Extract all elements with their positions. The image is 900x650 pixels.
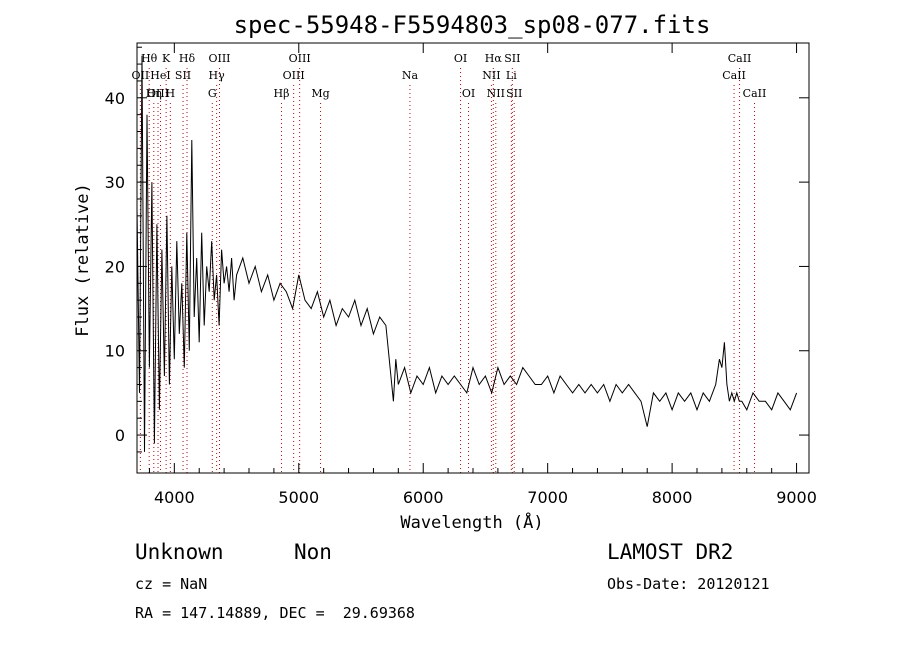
spectral-line-label: Hγ xyxy=(209,69,226,82)
coordinates-readout: RA = 147.14889, DEC = 29.69368 xyxy=(135,604,415,622)
spectrum-line xyxy=(136,55,798,452)
plot-frame xyxy=(136,42,810,474)
spectral-line-label: K xyxy=(162,52,171,65)
observation-date: Obs-Date: 20120121 xyxy=(607,575,770,593)
y-tick-label: 0 xyxy=(115,426,125,445)
x-tick-label: 6000 xyxy=(403,488,444,507)
spectral-line-label: OIII xyxy=(147,87,169,100)
spectral-line-label: OI xyxy=(454,52,467,65)
spectral-line-label: Hη xyxy=(146,87,162,100)
spectral-line-label: CaII xyxy=(728,52,752,65)
spectral-line-label: H xyxy=(166,87,176,100)
spectral-line-label: G xyxy=(208,87,217,100)
spectral-line-label: SII xyxy=(506,87,522,100)
spectral-line-label: NII xyxy=(487,87,505,100)
spectral-line-label: OIII xyxy=(289,52,311,65)
y-axis-ticks: 0 10 20 30 40 xyxy=(105,46,809,453)
y-tick-label: 40 xyxy=(105,89,125,108)
spectral-line-label: Hα xyxy=(485,52,503,65)
spectral-line-label: Hθ xyxy=(141,52,158,65)
object-subclass: Non xyxy=(294,540,332,564)
x-tick-label: 8000 xyxy=(652,488,693,507)
x-tick-label: 7000 xyxy=(527,488,568,507)
y-tick-label: 30 xyxy=(105,173,125,192)
spectral-line-label: Na xyxy=(402,69,419,82)
x-tick-label: 4000 xyxy=(154,488,195,507)
y-tick-label: 10 xyxy=(105,342,125,361)
spectral-line-label: SII xyxy=(175,69,191,82)
spectral-line-label: OIII xyxy=(208,52,230,65)
spectrum-series xyxy=(136,55,798,452)
spectral-line-label: OIII xyxy=(283,69,305,82)
spectral-line-label: Hβ xyxy=(274,87,290,100)
spectral-line-label: SII xyxy=(504,52,520,65)
x-axis-ticks: 4000 5000 6000 7000 8000 9000 xyxy=(148,43,817,507)
chart-title: spec-55948-F5594803_sp08-077.fits xyxy=(234,11,711,39)
spectral-line-label: OI xyxy=(462,87,475,100)
x-tick-label: 9000 xyxy=(776,488,817,507)
spectral-line-label: CaII xyxy=(743,87,767,100)
spectral-line-label: NII xyxy=(482,69,500,82)
y-axis-label: Flux (relative) xyxy=(73,183,93,337)
x-axis-label: Wavelength (Å) xyxy=(400,511,543,533)
spectral-line-label: Hδ xyxy=(179,52,196,65)
spectral-line-label: HeI xyxy=(150,69,170,82)
survey-name: LAMOST DR2 xyxy=(607,540,734,564)
object-class: Unknown xyxy=(135,540,224,564)
spectral-line-label: CaII xyxy=(722,69,746,82)
spectral-line-label: OII xyxy=(132,69,150,82)
redshift-readout: cz = NaN xyxy=(135,575,208,593)
x-tick-label: 5000 xyxy=(278,488,319,507)
spectral-line-label: Mg xyxy=(311,87,329,100)
spectral-line-label: Li xyxy=(506,69,517,82)
y-tick-label: 20 xyxy=(105,257,125,276)
